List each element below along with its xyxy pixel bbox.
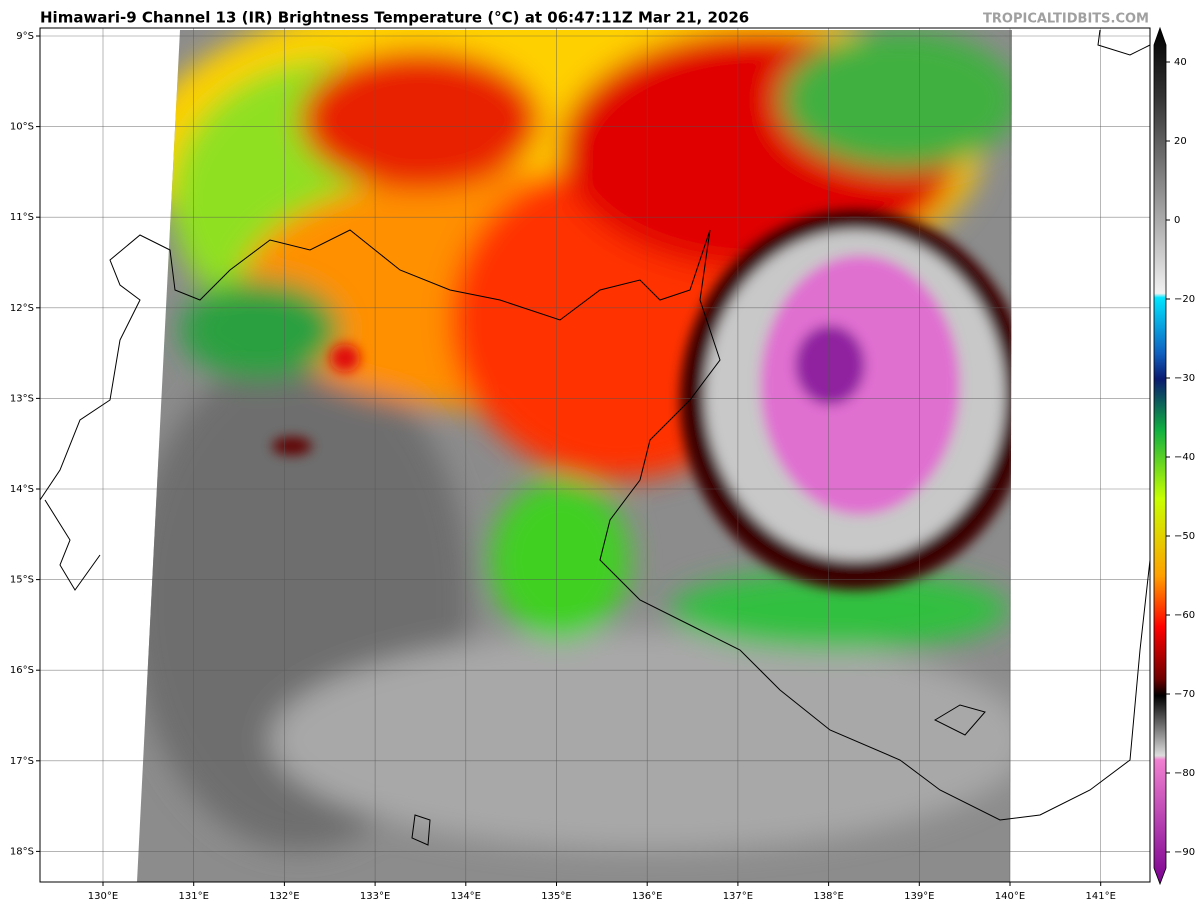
colorbar-label: −20 <box>1174 294 1195 305</box>
lon-label: 135°E <box>541 891 571 902</box>
lat-label: 15°S <box>10 575 34 586</box>
lat-label: 14°S <box>10 484 34 495</box>
lon-label: 131°E <box>178 891 208 902</box>
lon-label: 132°E <box>269 891 299 902</box>
lon-label: 140°E <box>995 891 1025 902</box>
colorbar-label: −80 <box>1174 768 1195 779</box>
lat-label: 9°S <box>16 31 34 42</box>
colorbar-label: −90 <box>1174 847 1195 858</box>
title: Himawari-9 Channel 13 (IR) Brightness Te… <box>40 9 749 27</box>
credit: TROPICALTIDBITS.COM <box>983 12 1149 27</box>
colorbar-label: −60 <box>1174 610 1195 621</box>
satellite-image <box>137 30 1012 882</box>
lat-label: 18°S <box>10 846 34 857</box>
lat-label: 16°S <box>10 665 34 676</box>
colorbar-label: 40 <box>1174 57 1187 68</box>
island <box>411 814 431 846</box>
lon-label: 139°E <box>904 891 934 902</box>
colorbar-label: 0 <box>1174 215 1180 226</box>
colorbar-label: 20 <box>1174 136 1187 147</box>
coastlines <box>39 29 1151 846</box>
colorbar-label: −70 <box>1174 689 1195 700</box>
coastline <box>44 499 101 591</box>
map-frame <box>39 27 1151 883</box>
colorbar <box>1153 26 1167 886</box>
lat-label: 12°S <box>10 303 34 314</box>
colorbar-scale <box>1153 26 1167 886</box>
colorbar-label: −40 <box>1174 452 1195 463</box>
lat-label: 13°S <box>10 393 34 404</box>
coastline <box>1097 29 1151 56</box>
lon-label: 141°E <box>1085 891 1115 902</box>
lon-label: 134°E <box>451 891 481 902</box>
lon-label: 130°E <box>88 891 118 902</box>
graticule: 9°S 10°S 11°S 12°S 13°S 14°S 15°S 16°S 17°S 18°S 1… <box>10 28 1150 902</box>
island <box>933 704 986 736</box>
lat-label: 10°S <box>10 122 34 133</box>
coastline <box>39 229 1151 821</box>
lat-label: 17°S <box>10 756 34 767</box>
colorbar-label: −50 <box>1174 531 1195 542</box>
lon-label: 137°E <box>723 891 753 902</box>
colorbar-label: −30 <box>1174 373 1195 384</box>
lon-label: 136°E <box>632 891 662 902</box>
lon-label: 138°E <box>813 891 843 902</box>
lon-label: 133°E <box>360 891 390 902</box>
colorbar-ticks: 40 20 0 −20 −30 −40 −50 −60 −70 −80 −90 <box>1166 57 1195 858</box>
lat-label: 11°S <box>10 212 34 223</box>
